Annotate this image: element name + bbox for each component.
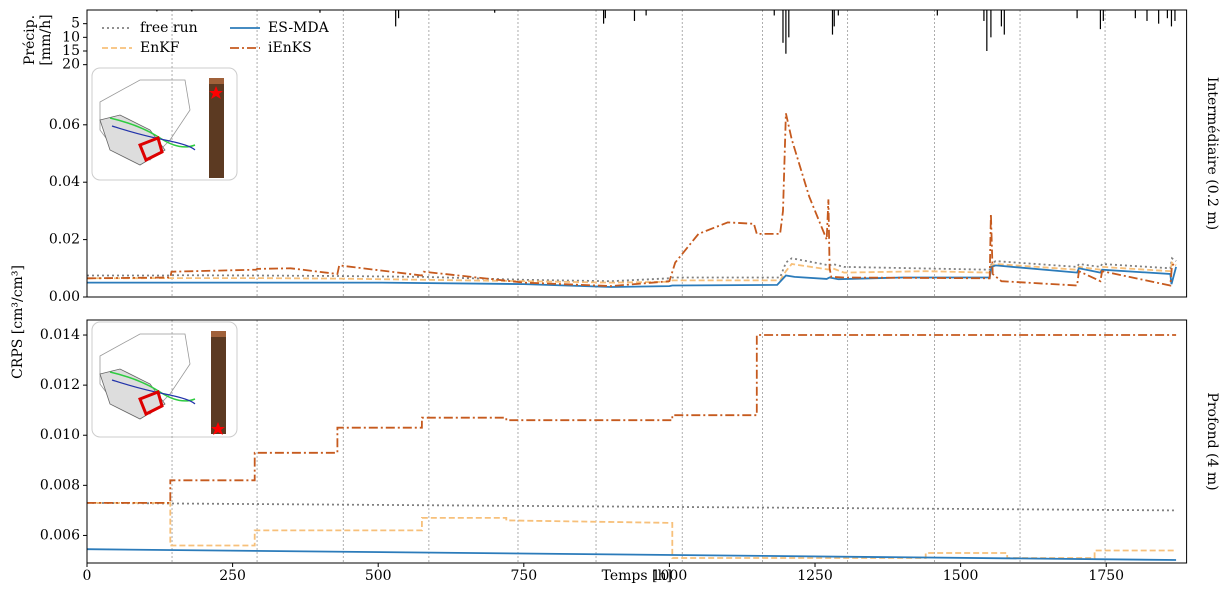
y-tick-label: 0.006 [40, 527, 80, 543]
precip-bar [773, 10, 775, 16]
series-line [86, 548, 1177, 561]
x-tick-label: 1500 [943, 568, 979, 584]
y-tick-label: 0.012 [40, 377, 80, 393]
series-line [86, 113, 1177, 288]
y-tick-label: 15 [62, 43, 80, 59]
precip-bar [156, 10, 158, 12]
series-line [86, 261, 1177, 284]
precip-bar [785, 10, 787, 54]
precip-bar [604, 10, 606, 19]
y-tick-label: 0.014 [40, 327, 80, 343]
precip-bar [990, 10, 992, 38]
y-tick-label: 0.010 [40, 427, 80, 443]
precip-bar [603, 10, 605, 24]
legend-label: free run [140, 20, 198, 36]
panel-label: Profond (4 m) [1204, 392, 1220, 490]
legend-label: ES-MDA [268, 20, 330, 36]
plot-frame [86, 319, 1188, 564]
series-line [87, 334, 1177, 504]
precip-bar [837, 10, 839, 16]
x-axis-label: Temps [h] [602, 568, 672, 584]
inset-map [91, 321, 238, 438]
y-axis-label: [mm/h] [38, 14, 54, 65]
x-tick-label: 1000 [652, 568, 688, 584]
precip-bar [986, 10, 988, 51]
plot-frame [86, 9, 1188, 298]
precip-bar [633, 10, 636, 21]
precip-bar [782, 10, 784, 43]
precip-bar [1003, 10, 1005, 35]
y-axis-label: CRPS [cm³/cm³] [10, 265, 26, 379]
y-tick-label: 0.06 [49, 117, 80, 133]
precip-bar [833, 10, 835, 27]
x-tick-label: 750 [510, 568, 537, 584]
precip-bar [1166, 10, 1168, 19]
y-tick-label: 0.02 [49, 232, 80, 248]
precip-bar [319, 10, 321, 13]
x-tick-label: 0 [83, 568, 92, 584]
precip-bar [1099, 10, 1102, 30]
precip-bar [395, 10, 397, 27]
series-line [87, 256, 1177, 283]
precip-bar [397, 10, 400, 19]
y-tick-label: 0.00 [49, 289, 80, 305]
precip-bar [1158, 10, 1160, 24]
legend-label: EnKF [140, 40, 180, 56]
inset-map [91, 67, 238, 181]
precip-bar [645, 10, 647, 16]
y-tick-label: 10 [62, 29, 80, 45]
precip-bar [191, 10, 193, 12]
precip-bar [1000, 10, 1002, 27]
series-line [87, 502, 1177, 559]
x-tick-label: 500 [365, 568, 392, 584]
y-tick-label: 5 [71, 16, 80, 32]
precip-bar [983, 10, 985, 21]
y-tick-label: 0.008 [40, 477, 80, 493]
legend-label: iEnKS [268, 40, 312, 56]
precip-bar [788, 10, 790, 38]
series-line [87, 264, 1177, 288]
precip-bar [1134, 10, 1136, 19]
precip-bar [1146, 10, 1148, 21]
series-line [86, 502, 1177, 512]
panel-label: Intermédiaire (0.2 m) [1204, 77, 1220, 230]
precip-bar [831, 10, 834, 35]
y-tick-label: 0.04 [49, 174, 80, 190]
y-tick-label: 20 [62, 57, 80, 73]
x-tick-label: 1750 [1088, 568, 1124, 584]
precip-bar [494, 10, 496, 13]
y-axis-label: Précip. [22, 15, 38, 65]
precip-bar [1170, 10, 1173, 27]
precip-bar [936, 10, 938, 16]
x-tick-label: 1250 [797, 568, 833, 584]
precip-bar [1076, 10, 1078, 19]
precip-bar [1174, 10, 1176, 21]
precip-bar [1102, 10, 1104, 21]
x-tick-label: 250 [219, 568, 246, 584]
